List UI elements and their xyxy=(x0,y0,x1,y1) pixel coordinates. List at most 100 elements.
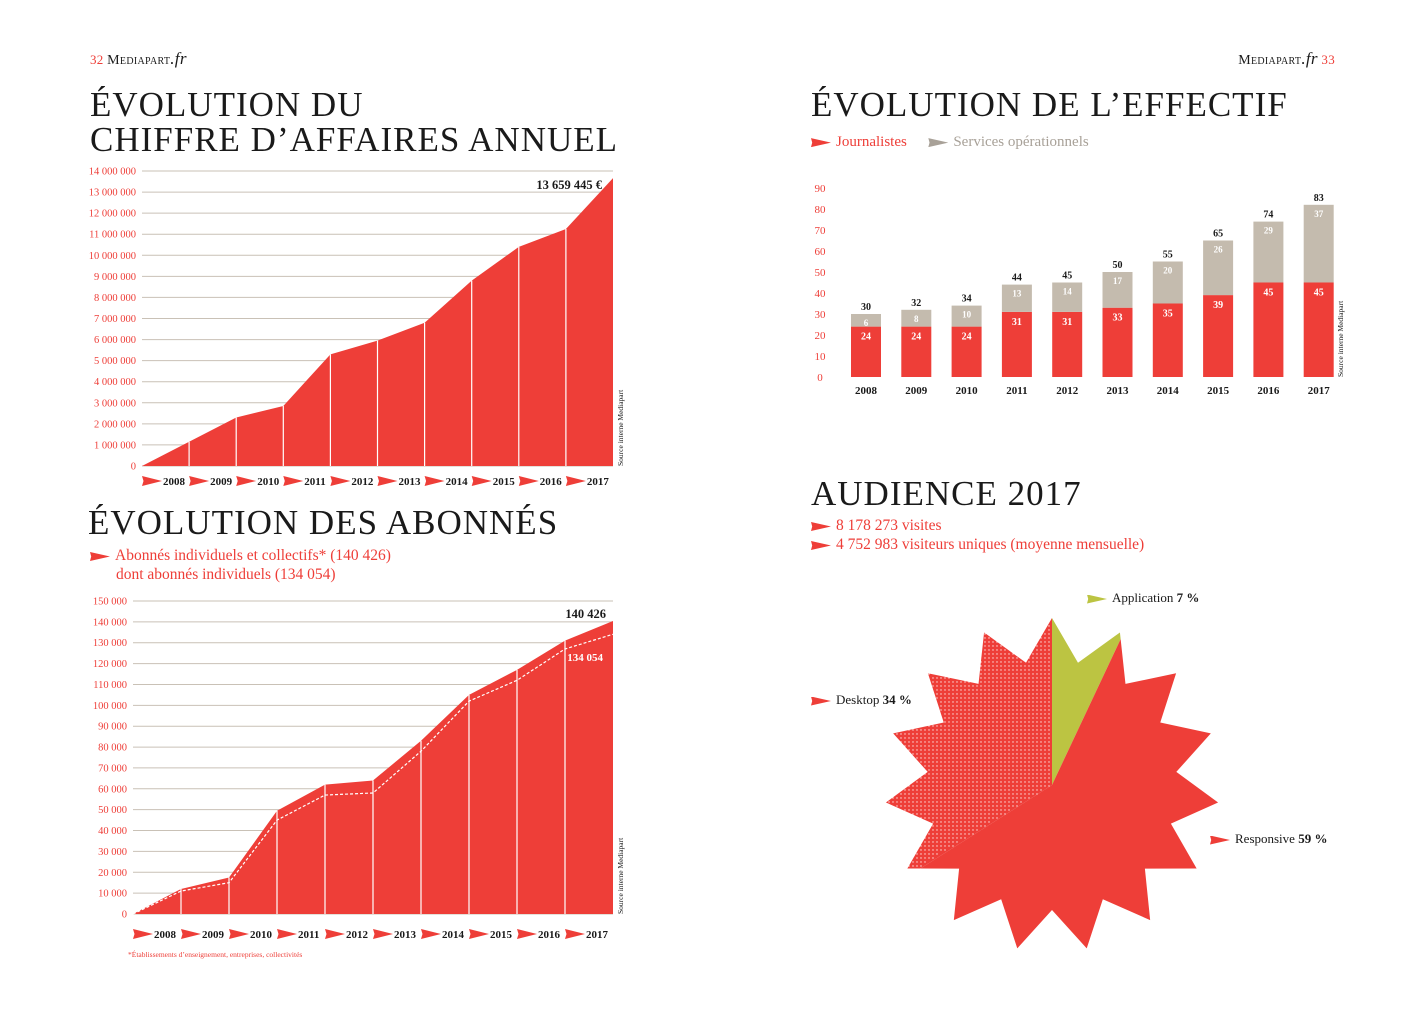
y-tick-label: 4 000 000 xyxy=(94,377,136,388)
y-tick-label: 9 000 000 xyxy=(94,272,136,283)
flag-icon xyxy=(90,551,110,561)
flag-icon xyxy=(811,138,831,148)
x-tick-label: 2015 xyxy=(493,476,516,488)
bar-journalists xyxy=(851,326,881,377)
y-tick-label: 70 000 xyxy=(98,763,127,774)
flag-icon xyxy=(565,929,585,939)
y-tick-label: 6 000 000 xyxy=(94,335,136,346)
brand-name: Mediapart xyxy=(107,53,171,68)
bar-total-label: 74 xyxy=(1263,210,1273,221)
bar-journalists xyxy=(1102,307,1133,377)
x-tick-label: 2009 xyxy=(202,929,225,941)
x-tick-label: 2015 xyxy=(490,929,513,941)
subscribers-title: Évolution des abonnés xyxy=(88,503,559,542)
y-tick-label: 100 000 xyxy=(93,701,127,712)
x-tick-label: 2009 xyxy=(905,385,928,397)
bar-value-services: 14 xyxy=(1063,287,1073,297)
slice-label: Responsive xyxy=(1235,831,1295,846)
pie-label-responsive: Responsive 59 % xyxy=(1210,831,1327,847)
page-folio-right: Mediapart.fr 33 xyxy=(1238,49,1335,69)
brand-suffix: .fr xyxy=(1301,49,1318,68)
x-tick-label: 2016 xyxy=(1257,385,1280,397)
y-tick-label: 70 xyxy=(815,225,827,237)
flag-icon xyxy=(811,521,831,531)
x-tick-label: 2016 xyxy=(538,929,561,941)
y-tick-label: 110 000 xyxy=(93,680,127,691)
desktop-dot-texture xyxy=(888,625,1050,867)
bar-journalists xyxy=(1052,311,1083,377)
y-tick-label: 20 000 xyxy=(98,868,127,879)
staff-legend: Journalistes Services opérationnels xyxy=(811,134,1089,151)
bar-total-label: 34 xyxy=(962,294,972,305)
flag-icon xyxy=(1087,594,1107,604)
y-tick-label: 10 000 000 xyxy=(89,251,136,262)
flag-icon xyxy=(424,476,445,486)
bar-services xyxy=(1303,204,1334,283)
bar-total-label: 55 xyxy=(1163,250,1173,261)
x-tick-label: 2016 xyxy=(540,476,563,488)
bar-services xyxy=(1152,261,1183,304)
flag-icon xyxy=(811,540,831,550)
subscribers-legend: Abonnés individuels et collectifs* (140 … xyxy=(90,546,391,584)
flag-icon xyxy=(189,476,210,486)
bar-value-journalists: 24 xyxy=(911,332,921,343)
individual-annotation: 134 054 xyxy=(567,652,603,664)
y-tick-label: 50 000 xyxy=(98,805,127,816)
flag-icon xyxy=(229,929,249,939)
source-note: Source interne Mediapart xyxy=(616,389,625,466)
flag-icon xyxy=(471,476,492,486)
y-tick-label: 10 000 xyxy=(98,889,127,900)
bar-total-label: 32 xyxy=(911,298,921,309)
legend-journalists: Journalistes xyxy=(836,134,907,150)
x-tick-label: 2012 xyxy=(351,476,374,488)
source-note: Source interne Mediapart xyxy=(616,837,625,914)
x-tick-label: 2011 xyxy=(298,929,319,941)
y-tick-label: 40 xyxy=(815,288,827,300)
brand-name: Mediapart xyxy=(1238,53,1302,68)
x-tick-label: 2008 xyxy=(163,476,186,488)
x-tick-label: 2010 xyxy=(257,476,280,488)
x-tick-label: 2008 xyxy=(855,385,878,397)
bar-value-journalists: 45 xyxy=(1314,288,1324,299)
y-tick-label: 7 000 000 xyxy=(94,314,136,325)
bar-journalists xyxy=(1303,282,1334,377)
flag-icon xyxy=(517,929,537,939)
flag-icon xyxy=(1210,835,1230,845)
y-tick-label: 3 000 000 xyxy=(94,398,136,409)
flag-icon xyxy=(421,929,441,939)
x-tick-label: 2013 xyxy=(1107,385,1130,397)
slice-label: Application xyxy=(1112,590,1174,605)
flag-icon xyxy=(565,476,586,486)
area-fill xyxy=(142,178,613,467)
x-tick-label: 2015 xyxy=(1207,385,1230,397)
page-number: 32 xyxy=(90,52,104,67)
revenue-title-line2: chiffre d’affaires annuel xyxy=(90,120,619,159)
bar-services xyxy=(851,314,881,327)
flag-icon xyxy=(325,929,345,939)
footnote: *Établissements d’enseignement, entrepri… xyxy=(128,949,302,959)
flag-icon xyxy=(373,929,393,939)
area-fill xyxy=(133,620,613,914)
legend-services: Services opérationnels xyxy=(953,134,1089,150)
x-tick-label: 2011 xyxy=(1006,385,1027,397)
bar-services xyxy=(1203,240,1234,296)
bar-services xyxy=(1102,272,1133,308)
y-tick-label: 130 000 xyxy=(93,638,127,649)
pie-label-desktop: Desktop 34 % xyxy=(811,692,912,708)
x-tick-label: 2010 xyxy=(956,385,979,397)
flag-icon xyxy=(377,476,398,486)
bar-value-journalists: 39 xyxy=(1213,300,1223,311)
flag-icon xyxy=(928,138,949,148)
series-line-individual xyxy=(132,633,614,915)
x-tick-label: 2010 xyxy=(250,929,273,941)
staff-title: Évolution de l’effectif xyxy=(811,85,1288,124)
slice-value: 7 % xyxy=(1176,590,1200,605)
brand-suffix: .fr xyxy=(170,49,187,68)
bar-value-services: 20 xyxy=(1163,266,1173,276)
bar-value-services: 29 xyxy=(1264,226,1274,236)
audience-heading: Audience 2017 xyxy=(811,476,1082,511)
slice-value: 34 % xyxy=(882,692,912,707)
pie-slice-responsive xyxy=(920,639,1219,949)
x-tick-label: 2017 xyxy=(586,929,609,941)
bar-total-label: 83 xyxy=(1314,193,1324,204)
